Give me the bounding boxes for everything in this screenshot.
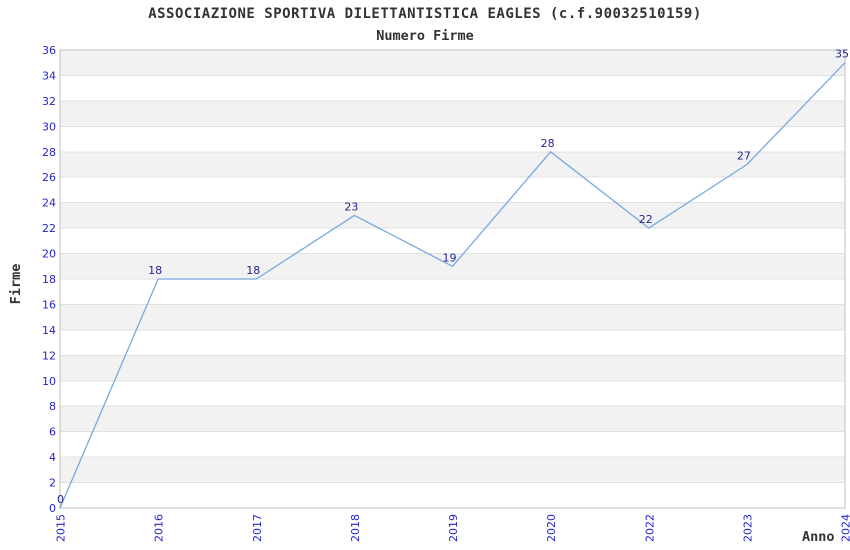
chart-title: ASSOCIAZIONE SPORTIVA DILETTANTISTICA EA… [148, 6, 702, 22]
x-tick-label: 2019 [447, 514, 460, 542]
grid-band [60, 304, 845, 330]
data-point-label: 27 [737, 150, 751, 163]
chart-subtitle: Numero Firme [376, 28, 474, 44]
y-tick-label: 4 [49, 451, 56, 464]
data-point-label: 18 [246, 264, 260, 277]
grid-band [60, 100, 845, 127]
y-tick-label: 30 [42, 120, 56, 133]
x-tick-label: 2020 [545, 514, 558, 542]
data-point-label: 18 [148, 264, 162, 277]
plot-area: 018 1823192822273502468101214161820222426… [42, 44, 850, 542]
grid-band [60, 151, 845, 178]
data-point-label: 0 [57, 493, 64, 506]
y-tick-label: 6 [49, 426, 56, 439]
x-axis-title: Anno [802, 529, 835, 545]
y-tick-label: 36 [42, 44, 56, 57]
data-point-label: 19 [443, 251, 457, 264]
y-tick-label: 22 [42, 222, 56, 235]
grid-band [60, 355, 845, 381]
y-tick-label: 32 [42, 95, 56, 108]
x-tick-label: 2022 [643, 514, 656, 542]
grid-band [60, 50, 845, 76]
x-tick-label: 2024 [840, 514, 850, 542]
x-tick-label: 2023 [741, 514, 754, 542]
y-tick-label: 14 [42, 324, 56, 337]
y-axis-title: Firme [8, 264, 24, 305]
y-tick-label: 26 [42, 171, 56, 184]
y-tick-label: 20 [42, 248, 56, 261]
data-point-label: 23 [344, 200, 358, 213]
grid-band [60, 202, 845, 229]
x-tick-label: 2017 [251, 514, 264, 542]
grid-band [60, 457, 845, 483]
y-tick-label: 24 [42, 197, 56, 210]
plot-border [59, 49, 846, 509]
x-tick-label: 2018 [349, 514, 362, 542]
y-tick-label: 10 [42, 375, 56, 388]
y-tick-label: 8 [49, 400, 56, 413]
series-line [59, 62, 846, 509]
y-tick-label: 12 [42, 349, 56, 362]
y-tick-label: 34 [42, 69, 56, 82]
grid-band [60, 406, 845, 432]
y-tick-label: 16 [42, 298, 56, 311]
data-point-label: 28 [541, 137, 555, 150]
x-tick-label: 2016 [153, 514, 166, 542]
y-tick-label: 0 [49, 502, 56, 515]
y-tick-label: 28 [42, 146, 56, 159]
x-tick-label: 2015 [55, 514, 68, 542]
y-tick-label: 2 [49, 477, 56, 490]
data-point-label: 35 [835, 48, 849, 61]
data-point-label: 22 [639, 213, 653, 226]
y-tick-label: 18 [42, 273, 56, 286]
